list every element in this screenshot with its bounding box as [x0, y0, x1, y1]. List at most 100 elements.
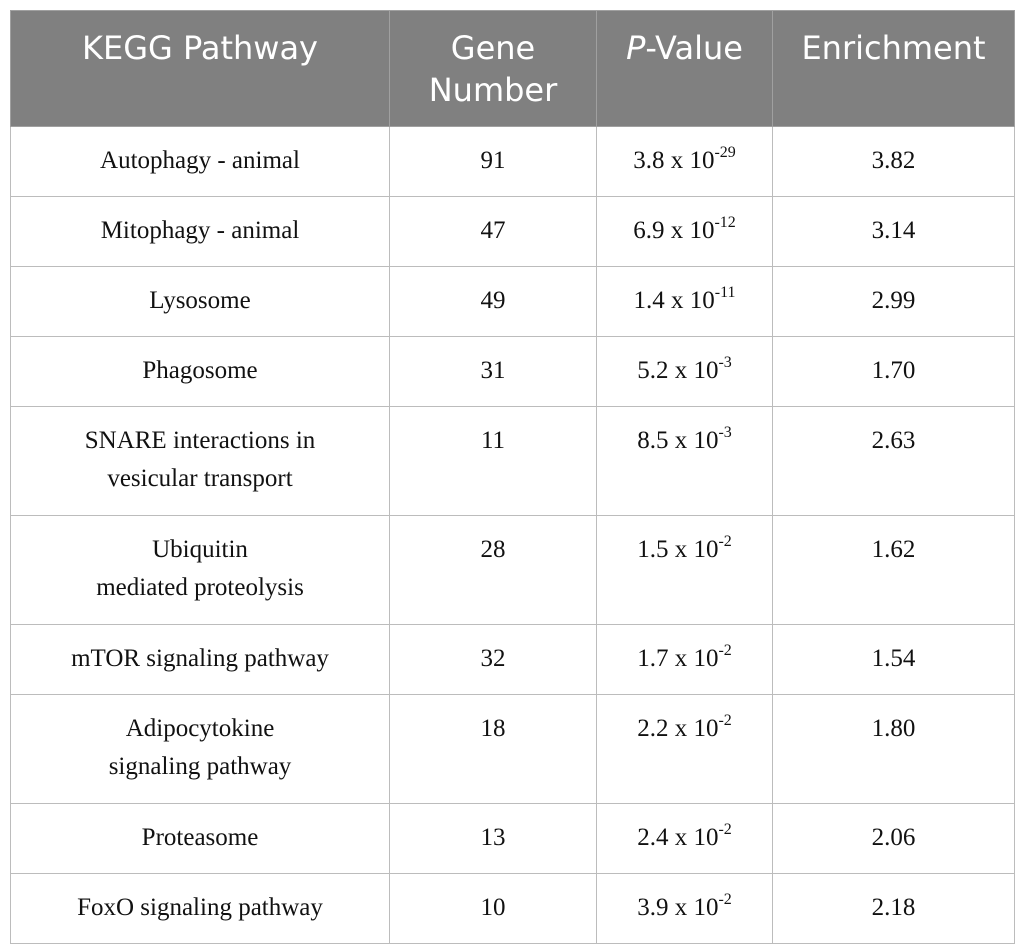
cell-enrichment: 2.06 [772, 803, 1015, 874]
cell-pathway: Mitophagy - animal [10, 196, 390, 267]
p-exponent: -2 [718, 711, 732, 729]
cell-p-value: 2.4 x 10-2 [596, 803, 773, 874]
p-exponent: -2 [718, 820, 732, 838]
header-row: KEGG Pathway Gene Number P-Value Enrichm… [10, 10, 1015, 127]
p-times-ten: x 10 [674, 427, 719, 454]
cell-gene-number: 47 [389, 196, 597, 267]
p-mantissa: 2.4 [637, 824, 669, 851]
p-exponent: -12 [714, 213, 736, 231]
pathway-name-line: FoxO signaling pathway [77, 894, 323, 921]
p-exponent: -29 [714, 143, 736, 161]
header-enrichment: Enrichment [772, 10, 1015, 127]
table-row: Ubiquitin mediated proteolysis 28 1.5 x 10-… [10, 515, 1015, 625]
table-row: Adipocytokine signaling pathway 18 2.2 x 10… [10, 694, 1015, 804]
cell-enrichment: 1.54 [772, 624, 1015, 695]
pathway-name-line: SNARE interactions in [84, 427, 316, 454]
pathway-name-line: mTOR signaling pathway [71, 645, 329, 672]
cell-pathway: SNARE interactions in vesicular transport [10, 406, 390, 516]
cell-pathway: Lysosome [10, 266, 390, 337]
cell-enrichment: 2.63 [772, 406, 1015, 516]
p-times-ten: x 10 [674, 357, 719, 384]
p-mantissa: 8.5 [637, 427, 669, 454]
p-mantissa: 5.2 [637, 357, 669, 384]
p-exponent: -2 [718, 532, 732, 550]
cell-pathway: Proteasome [10, 803, 390, 874]
cell-pathway: FoxO signaling pathway [10, 873, 390, 944]
p-mantissa: 1.5 [637, 536, 669, 563]
pathway-name-line: Lysosome [149, 287, 251, 314]
header-enrichment-label: Enrichment [801, 29, 986, 67]
p-exponent: -3 [718, 353, 732, 371]
cell-gene-number: 32 [389, 624, 597, 695]
cell-gene-number: 10 [389, 873, 597, 944]
p-times-ten: x 10 [674, 715, 719, 742]
p-mantissa: 1.4 [633, 287, 665, 314]
cell-p-value: 6.9 x 10-12 [596, 196, 773, 267]
cell-enrichment: 1.80 [772, 694, 1015, 804]
cell-p-value: 2.2 x 10-2 [596, 694, 773, 804]
pathway-name-line: Proteasome [141, 824, 259, 851]
pathway-name-line: Autophagy - animal [100, 147, 300, 174]
p-exponent: -2 [718, 890, 732, 908]
p-mantissa: 1.7 [637, 645, 669, 672]
table-row: Phagosome 31 5.2 x 10-3 1.70 [10, 336, 1015, 407]
table-row: Lysosome 49 1.4 x 10-11 2.99 [10, 266, 1015, 337]
cell-enrichment: 1.70 [772, 336, 1015, 407]
cell-p-value: 3.8 x 10-29 [596, 126, 773, 197]
kegg-pathway-table: KEGG Pathway Gene Number P-Value Enrichm… [10, 10, 1015, 944]
table-row: mTOR signaling pathway 32 1.7 x 10-2 1.54 [10, 624, 1015, 695]
pathway-name-line: Phagosome [142, 357, 258, 384]
cell-enrichment: 2.99 [772, 266, 1015, 337]
p-times-ten: x 10 [670, 217, 715, 244]
p-mantissa: 6.9 [633, 217, 665, 244]
table-row: SNARE interactions in vesicular transport… [10, 406, 1015, 516]
cell-gene-number: 91 [389, 126, 597, 197]
cell-p-value: 1.7 x 10-2 [596, 624, 773, 695]
header-kegg-pathway-label: KEGG Pathway [82, 29, 318, 67]
cell-pathway: Ubiquitin mediated proteolysis [10, 515, 390, 625]
cell-p-value: 8.5 x 10-3 [596, 406, 773, 516]
p-times-ten: x 10 [670, 147, 715, 174]
table-row: Proteasome 13 2.4 x 10-2 2.06 [10, 803, 1015, 874]
table-row: FoxO signaling pathway 10 3.9 x 10-2 2.18 [10, 873, 1015, 944]
p-times-ten: x 10 [674, 894, 719, 921]
table-header: KEGG Pathway Gene Number P-Value Enrichm… [10, 10, 1015, 127]
p-times-ten: x 10 [671, 287, 715, 314]
cell-enrichment: 2.18 [772, 873, 1015, 944]
cell-pathway: Autophagy - animal [10, 126, 390, 197]
table-body: Autophagy - animal 91 3.8 x 10-29 3.82 Mitop… [10, 126, 1015, 944]
pathway-name-line: mediated proteolysis [96, 574, 304, 601]
header-p-rest: -Value [645, 29, 743, 67]
table-row: Mitophagy - animal 47 6.9 x 10-12 3.14 [10, 196, 1015, 267]
header-p-value: P-Value [596, 10, 773, 127]
header-kegg-pathway: KEGG Pathway [10, 10, 390, 127]
p-mantissa: 2.2 [637, 715, 669, 742]
p-mantissa: 3.9 [637, 894, 669, 921]
cell-enrichment: 1.62 [772, 515, 1015, 625]
cell-p-value: 5.2 x 10-3 [596, 336, 773, 407]
cell-gene-number: 28 [389, 515, 597, 625]
cell-enrichment: 3.82 [772, 126, 1015, 197]
p-mantissa: 3.8 [633, 147, 665, 174]
cell-enrichment: 3.14 [772, 196, 1015, 267]
cell-gene-number: 49 [389, 266, 597, 337]
cell-gene-number: 11 [389, 406, 597, 516]
table-row: Autophagy - animal 91 3.8 x 10-29 3.82 [10, 126, 1015, 197]
pathway-name-line: Mitophagy - animal [100, 217, 300, 244]
p-exponent: -11 [714, 283, 736, 301]
header-gene-number: Gene Number [389, 10, 597, 127]
cell-gene-number: 18 [389, 694, 597, 804]
cell-gene-number: 13 [389, 803, 597, 874]
cell-pathway: mTOR signaling pathway [10, 624, 390, 695]
cell-p-value: 1.5 x 10-2 [596, 515, 773, 625]
cell-p-value: 1.4 x 10-11 [596, 266, 773, 337]
pathway-name-line: Adipocytokine [125, 715, 275, 742]
header-gene-line2: Number [428, 71, 558, 109]
header-p-italic: P [626, 29, 646, 67]
header-gene-line1: Gene [450, 29, 536, 67]
p-exponent: -2 [718, 641, 732, 659]
p-times-ten: x 10 [674, 645, 719, 672]
p-times-ten: x 10 [674, 536, 719, 563]
p-exponent: -3 [718, 423, 732, 441]
cell-pathway: Phagosome [10, 336, 390, 407]
